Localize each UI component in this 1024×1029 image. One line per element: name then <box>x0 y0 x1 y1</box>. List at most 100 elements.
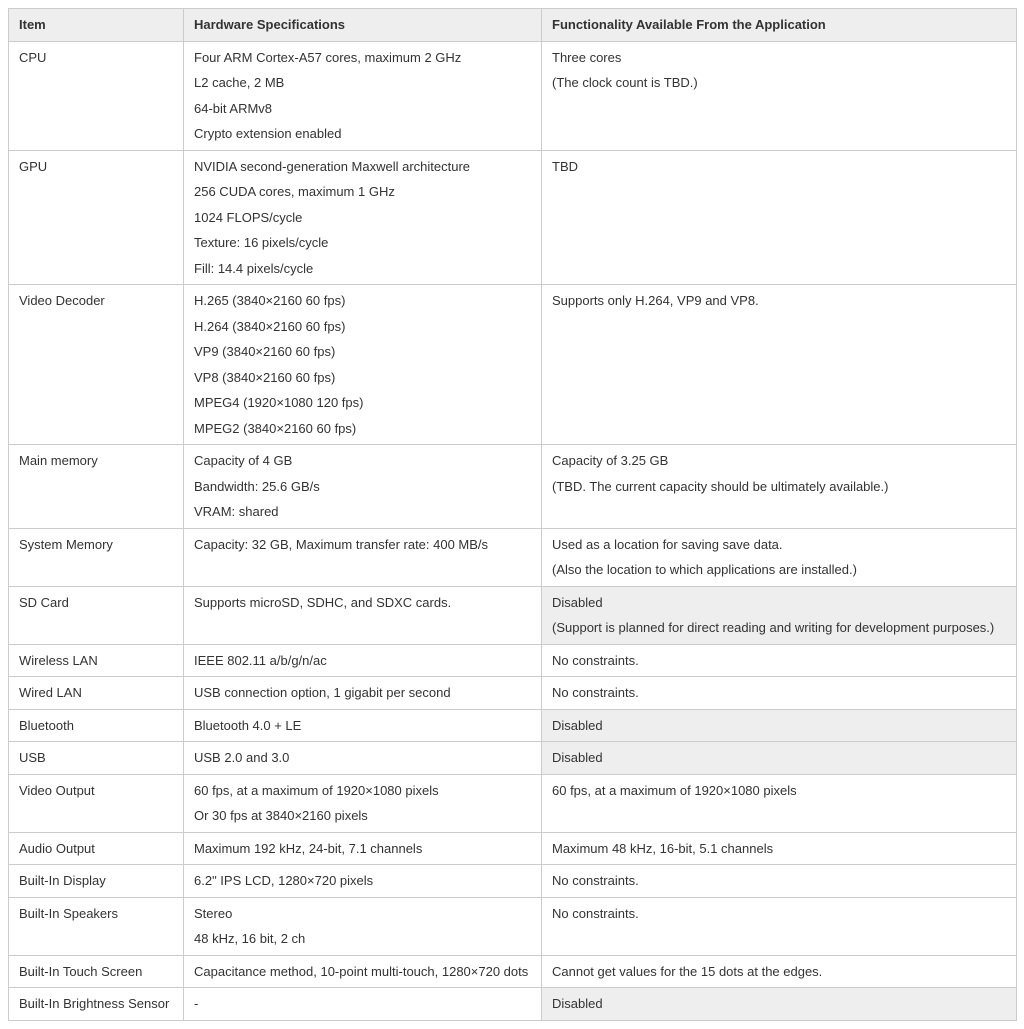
table-row: Wired LAN USB connection option, 1 gigabi… <box>9 677 1017 710</box>
header-row: Item Hardware Specifications Functionali… <box>9 9 1017 42</box>
hw-line: Supports microSD, SDHC, and SDXC cards. <box>194 593 531 613</box>
func-line: Supports only H.264, VP9 and VP8. <box>552 291 1006 311</box>
table-row: Wireless LAN IEEE 802.11 a/b/g/n/ac No con… <box>9 644 1017 677</box>
cell-hw: 6.2" IPS LCD, 1280×720 pixels <box>184 865 542 898</box>
cell-hw: USB 2.0 and 3.0 <box>184 742 542 775</box>
cell-hw: - <box>184 988 542 1021</box>
func-line: (The clock count is TBD.) <box>552 73 1006 93</box>
table-row: Built-In Display6.2" IPS LCD, 1280×720 p… <box>9 865 1017 898</box>
cell-func: Used as a location for saving save data.… <box>542 528 1017 586</box>
cell-hw: USB connection option, 1 gigabit per sec… <box>184 677 542 710</box>
cell-item: Built-In Touch Screen <box>9 955 184 988</box>
table-row: Video Output60 fps, at a maximum of 1920… <box>9 774 1017 832</box>
cell-item: USB <box>9 742 184 775</box>
table-row: Bluetooth Bluetooth 4.0 + LE Disabled <box>9 709 1017 742</box>
hw-line: Or 30 fps at 3840×2160 pixels <box>194 806 531 826</box>
table-row: Audio OutputMaximum 192 kHz, 24-bit, 7.1… <box>9 832 1017 865</box>
cell-item: Video Decoder <box>9 285 184 445</box>
cell-func: Disabled <box>542 742 1017 775</box>
cell-item: Built-In Brightness Sensor <box>9 988 184 1021</box>
cell-item: Main memory <box>9 445 184 529</box>
cell-func: TBD <box>542 150 1017 285</box>
hw-line: Bandwidth: 25.6 GB/s <box>194 477 531 497</box>
hw-line: USB connection option, 1 gigabit per sec… <box>194 683 531 703</box>
hw-line: Capacity: 32 GB, Maximum transfer rate: … <box>194 535 531 555</box>
table-row: Video DecoderH.265 (3840×2160 60 fps)H.2… <box>9 285 1017 445</box>
cell-hw: H.265 (3840×2160 60 fps)H.264 (3840×2160… <box>184 285 542 445</box>
cell-item: CPU <box>9 41 184 150</box>
func-line: (Support is planned for direct reading a… <box>552 618 1006 638</box>
table-row: Built-In Speakers Stereo 48 kHz, 16 bit, 2… <box>9 897 1017 955</box>
hw-line: VP9 (3840×2160 60 fps) <box>194 342 531 362</box>
cell-item: Video Output <box>9 774 184 832</box>
table-row: System MemoryCapacity: 32 GB, Maximum tr… <box>9 528 1017 586</box>
cell-hw: Four ARM Cortex-A57 cores, maximum 2 GHz… <box>184 41 542 150</box>
hw-line: NVIDIA second-generation Maxwell archite… <box>194 157 531 177</box>
header-func: Functionality Available From the Applica… <box>542 9 1017 42</box>
cell-hw: Capacitance method, 10-point multi-touch… <box>184 955 542 988</box>
hw-line: Maximum 192 kHz, 24-bit, 7.1 channels <box>194 839 531 859</box>
cell-func: No constraints. <box>542 897 1017 955</box>
cell-item: Built-In Speakers <box>9 897 184 955</box>
cell-hw: Bluetooth 4.0 + LE <box>184 709 542 742</box>
hw-line: USB 2.0 and 3.0 <box>194 748 531 768</box>
hw-line: Stereo <box>194 904 531 924</box>
cell-func: No constraints. <box>542 865 1017 898</box>
func-line: Three cores <box>552 48 1006 68</box>
cell-func: Disabled (Support is planned for direct r… <box>542 586 1017 644</box>
func-line: No constraints. <box>552 651 1006 671</box>
func-line: No constraints. <box>552 904 1006 924</box>
table-row: USB USB 2.0 and 3.0 Disabled <box>9 742 1017 775</box>
func-line: Maximum 48 kHz, 16-bit, 5.1 channels <box>552 839 1006 859</box>
cell-func: No constraints. <box>542 644 1017 677</box>
hw-line: 48 kHz, 16 bit, 2 ch <box>194 929 531 949</box>
func-line: No constraints. <box>552 683 1006 703</box>
func-line: Capacity of 3.25 GB <box>552 451 1006 471</box>
cell-hw: NVIDIA second-generation Maxwell archite… <box>184 150 542 285</box>
cell-func: Disabled <box>542 988 1017 1021</box>
hw-line: 6.2" IPS LCD, 1280×720 pixels <box>194 871 531 891</box>
cell-item: SD Card <box>9 586 184 644</box>
cell-func: Supports only H.264, VP9 and VP8. <box>542 285 1017 445</box>
func-line: 60 fps, at a maximum of 1920×1080 pixels <box>552 781 1006 801</box>
spec-table: Item Hardware Specifications Functionali… <box>8 8 1017 1021</box>
func-line: Disabled <box>552 748 1006 768</box>
func-line: No constraints. <box>552 871 1006 891</box>
cell-hw: Stereo 48 kHz, 16 bit, 2 ch <box>184 897 542 955</box>
cell-hw: Maximum 192 kHz, 24-bit, 7.1 channels <box>184 832 542 865</box>
cell-func: 60 fps, at a maximum of 1920×1080 pixels <box>542 774 1017 832</box>
table-row: GPUNVIDIA second-generation Maxwell arch… <box>9 150 1017 285</box>
cell-item: Wireless LAN <box>9 644 184 677</box>
func-line: Disabled <box>552 716 1006 736</box>
hw-line: L2 cache, 2 MB <box>194 73 531 93</box>
cell-item: Wired LAN <box>9 677 184 710</box>
header-hw: Hardware Specifications <box>184 9 542 42</box>
hw-line: 1024 FLOPS/cycle <box>194 208 531 228</box>
cell-hw: Capacity: 32 GB, Maximum transfer rate: … <box>184 528 542 586</box>
cell-func: Maximum 48 kHz, 16-bit, 5.1 channels <box>542 832 1017 865</box>
table-row: Built-In Touch Screen Capacitance method,… <box>9 955 1017 988</box>
func-line: Used as a location for saving save data. <box>552 535 1006 555</box>
cell-hw: IEEE 802.11 a/b/g/n/ac <box>184 644 542 677</box>
hw-line: VP8 (3840×2160 60 fps) <box>194 368 531 388</box>
hw-line: Capacitance method, 10-point multi-touch… <box>194 962 531 982</box>
cell-func: No constraints. <box>542 677 1017 710</box>
hw-line: Texture: 16 pixels/cycle <box>194 233 531 253</box>
hw-line: IEEE 802.11 a/b/g/n/ac <box>194 651 531 671</box>
table-body: CPUFour ARM Cortex-A57 cores, maximum 2 … <box>9 41 1017 1020</box>
table-row: CPUFour ARM Cortex-A57 cores, maximum 2 … <box>9 41 1017 150</box>
table-row: SD Card Supports microSD, SDHC, and SDXC … <box>9 586 1017 644</box>
hw-line: Capacity of 4 GB <box>194 451 531 471</box>
hw-line: 60 fps, at a maximum of 1920×1080 pixels <box>194 781 531 801</box>
func-line: (TBD. The current capacity should be ult… <box>552 477 1006 497</box>
cell-item: Bluetooth <box>9 709 184 742</box>
func-line: Disabled <box>552 593 1006 613</box>
hw-line: Bluetooth 4.0 + LE <box>194 716 531 736</box>
cell-hw: 60 fps, at a maximum of 1920×1080 pixels… <box>184 774 542 832</box>
func-line: Cannot get values for the 15 dots at the… <box>552 962 1006 982</box>
cell-func: Three cores (The clock count is TBD.) <box>542 41 1017 150</box>
hw-line: H.265 (3840×2160 60 fps) <box>194 291 531 311</box>
func-line: TBD <box>552 157 1006 177</box>
cell-func: Capacity of 3.25 GB (TBD. The current cap… <box>542 445 1017 529</box>
hw-line: 64-bit ARMv8 <box>194 99 531 119</box>
